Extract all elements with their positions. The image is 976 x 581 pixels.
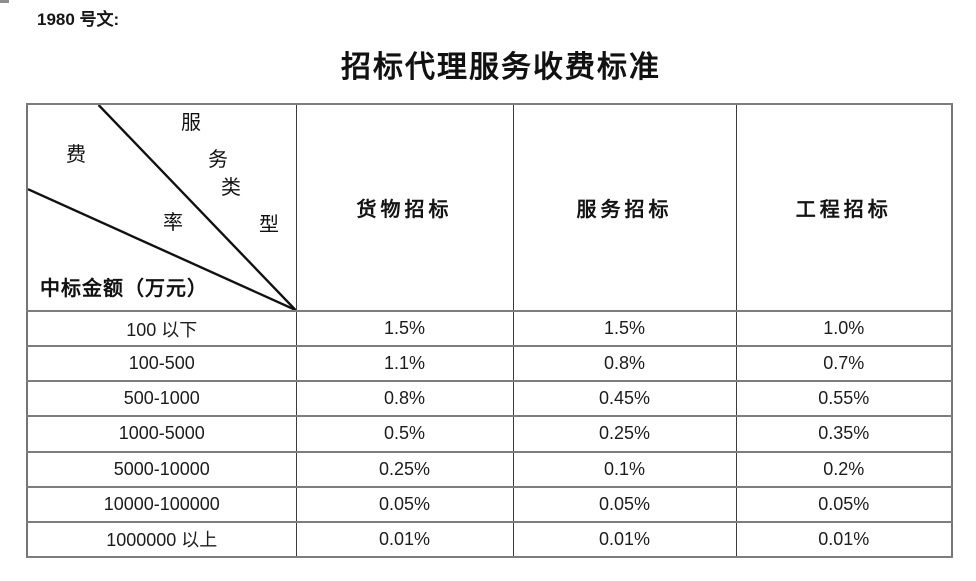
rate-cell-service: 0.25%	[512, 415, 737, 453]
page-title: 招标代理服务收费标准	[341, 51, 661, 84]
rate-cell-engineering: 1.0%	[735, 309, 953, 348]
rate-cell-goods: 0.05%	[295, 485, 514, 523]
rate-cell-service: 0.01%	[512, 520, 737, 559]
amount-cell: 1000-5000	[26, 415, 297, 453]
table-row: 10000-100000 0.05% 0.05% 0.05%	[26, 485, 953, 523]
rate-cell-goods: 1.5%	[295, 309, 514, 348]
table-row: 5000-10000 0.25% 0.1% 0.2%	[26, 450, 953, 488]
rate-cell-service: 0.8%	[512, 345, 737, 383]
rate-cell-service: 0.1%	[512, 450, 737, 488]
scan-artifact	[0, 0, 9, 3]
rate-cell-engineering: 0.35%	[735, 415, 953, 453]
fee-standard-table: 费 率 服 务 类 型 中标金额（万元） 货物招标 服务招标 工程招标 100 …	[26, 103, 953, 559]
rate-cell-service: 0.45%	[512, 380, 737, 418]
rate-cell-service: 1.5%	[512, 309, 737, 348]
rate-cell-goods: 0.8%	[295, 380, 514, 418]
table-header-row: 费 率 服 务 类 型 中标金额（万元） 货物招标 服务招标 工程招标	[26, 103, 953, 312]
amount-cell: 1000000 以上	[26, 520, 297, 559]
amount-cell: 10000-100000	[26, 485, 297, 523]
rate-cell-service: 0.05%	[512, 485, 737, 523]
amount-cell: 100 以下	[26, 309, 297, 348]
column-header-engineering: 工程招标	[735, 103, 953, 312]
table-row: 1000-5000 0.5% 0.25% 0.35%	[26, 415, 953, 453]
axis-label-service-char-2: 务	[208, 149, 228, 171]
rate-cell-goods: 1.1%	[295, 345, 514, 383]
rate-cell-engineering: 0.05%	[735, 485, 953, 523]
rate-cell-goods: 0.5%	[295, 415, 514, 453]
rate-cell-engineering: 0.7%	[735, 345, 953, 383]
doc-number-label: 1980 号文:	[37, 10, 120, 29]
axis-label-service-char-3: 类	[221, 177, 241, 199]
axis-label-amount: 中标金额（万元）	[40, 278, 208, 300]
table-row: 1000000 以上 0.01% 0.01% 0.01%	[26, 520, 953, 559]
amount-cell: 100-500	[26, 345, 297, 383]
axis-label-fee-char-1: 费	[66, 144, 86, 166]
rate-cell-goods: 0.25%	[295, 450, 514, 488]
axis-label-service-char-4: 型	[259, 214, 279, 236]
rate-cell-engineering: 0.55%	[735, 380, 953, 418]
table-row: 100 以下 1.5% 1.5% 1.0%	[26, 309, 953, 348]
amount-cell: 5000-10000	[26, 450, 297, 488]
rate-cell-goods: 0.01%	[295, 520, 514, 559]
diagonal-divider-lines	[28, 106, 295, 309]
column-header-goods: 货物招标	[295, 103, 514, 312]
axis-label-service-char-1: 服	[181, 112, 201, 134]
rate-cell-engineering: 0.01%	[735, 520, 953, 559]
rate-cell-engineering: 0.2%	[735, 450, 953, 488]
column-header-service: 服务招标	[512, 103, 737, 312]
table-row: 500-1000 0.8% 0.45% 0.55%	[26, 380, 953, 418]
amount-cell: 500-1000	[26, 380, 297, 418]
corner-header-cell: 费 率 服 务 类 型 中标金额（万元）	[26, 103, 297, 312]
axis-label-fee-char-2: 率	[163, 212, 183, 234]
table-row: 100-500 1.1% 0.8% 0.7%	[26, 345, 953, 383]
